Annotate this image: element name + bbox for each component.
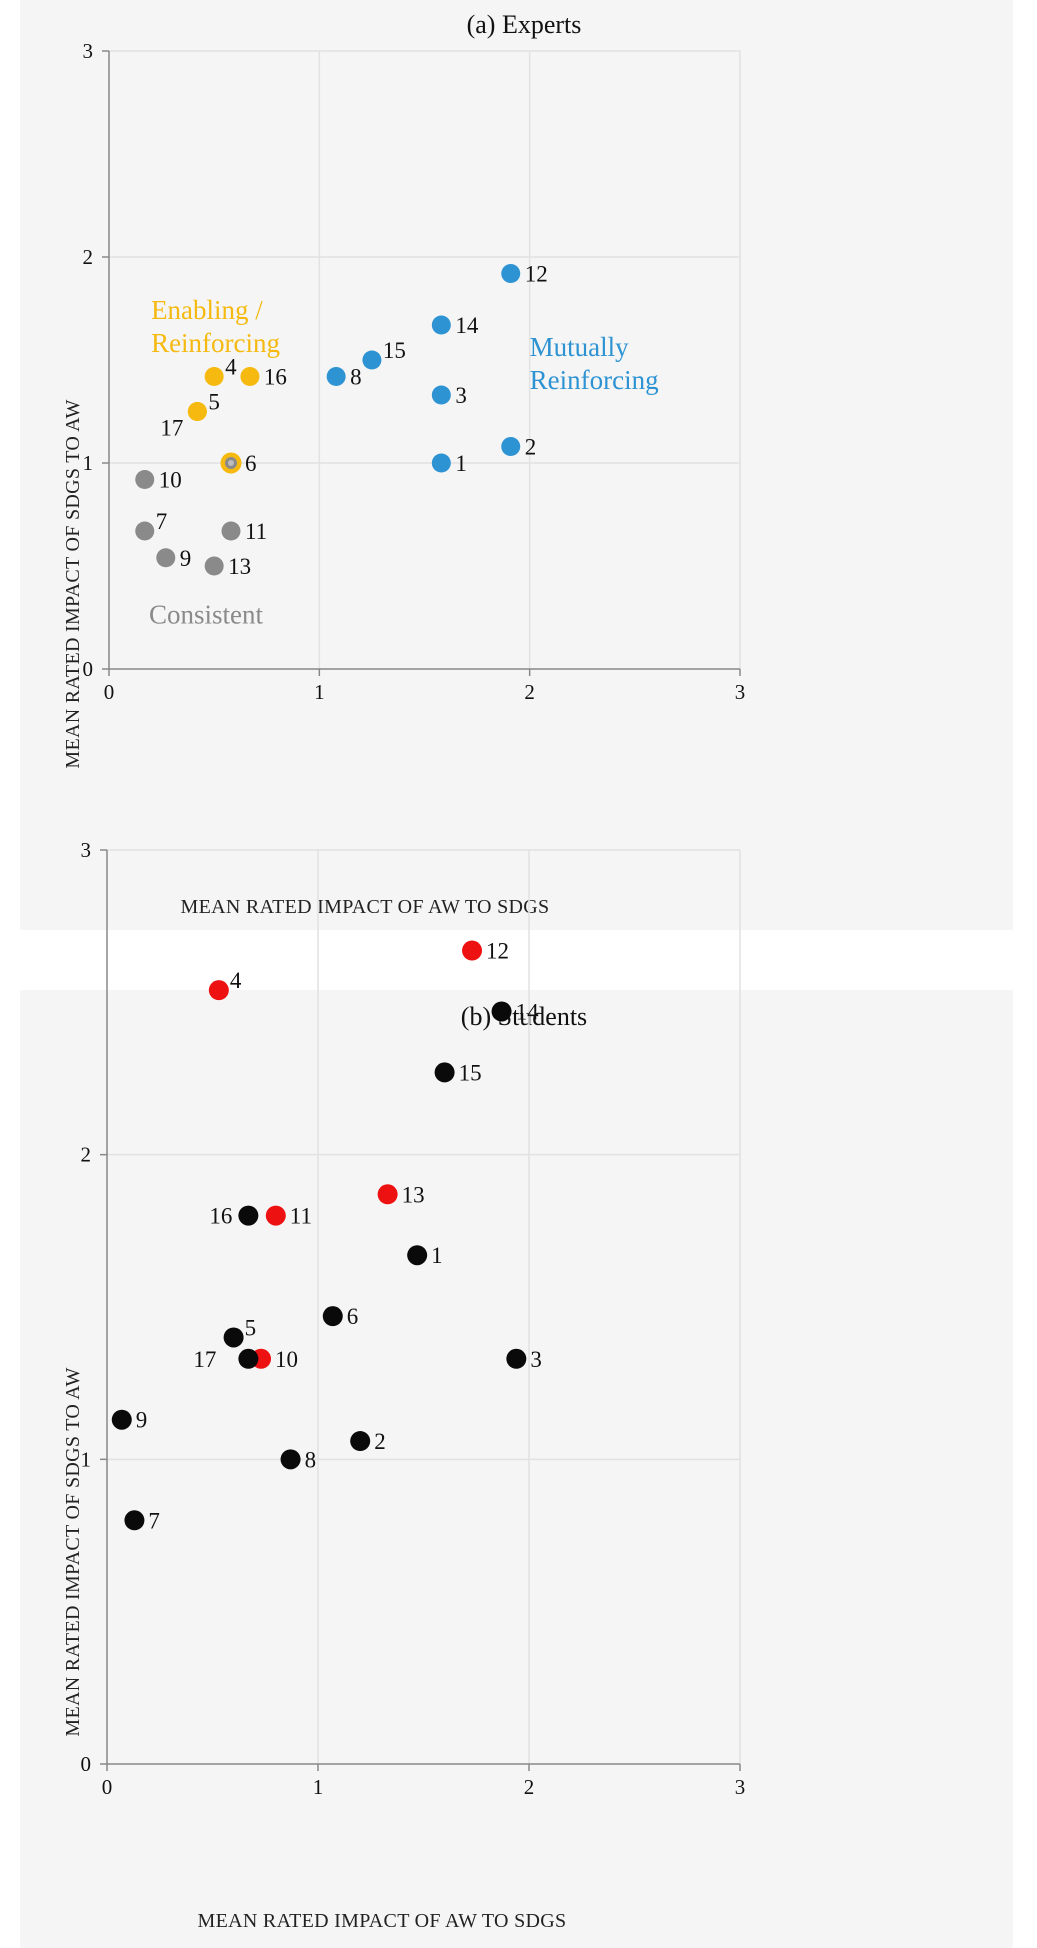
chart-a-region-label: Enabling / bbox=[151, 295, 263, 325]
chart-b-point-8 bbox=[280, 1449, 301, 1470]
chart-b-point-label: 6 bbox=[347, 1304, 359, 1329]
chart-b-point-4 bbox=[208, 980, 229, 1001]
experts-chart-panel bbox=[20, 0, 1013, 930]
chart-a-point-label: 12 bbox=[525, 261, 548, 286]
chart-b-point-1 bbox=[407, 1245, 428, 1266]
chart-a-point-label: 17 bbox=[160, 416, 183, 441]
chart-a-xtick-label: 3 bbox=[735, 680, 746, 704]
chart-a-point-label: 3 bbox=[455, 383, 467, 408]
chart-a-ylabel: MEAN RATED IMPACT OF SDGS TO AW bbox=[62, 399, 84, 768]
chart-a-point-label: 5 bbox=[208, 390, 220, 415]
chart-b-xlabel: MEAN RATED IMPACT OF AW TO SDGS bbox=[198, 1910, 567, 1932]
chart-a-point-15 bbox=[362, 350, 382, 370]
chart-a-point-label: 10 bbox=[159, 467, 182, 492]
chart-a-ytick-label: 0 bbox=[83, 657, 94, 681]
chart-b-point-12 bbox=[462, 940, 483, 961]
chart-a-point-8 bbox=[326, 366, 346, 386]
chart-b-point-label: 11 bbox=[290, 1204, 312, 1229]
chart-a-point-3 bbox=[431, 385, 451, 405]
chart-b-point-5 bbox=[223, 1327, 244, 1348]
chart-a-point-label: 7 bbox=[156, 509, 168, 534]
chart-b-xtick-label: 1 bbox=[313, 1775, 324, 1799]
chart-a-point-label: 14 bbox=[455, 313, 479, 338]
chart-a-point-label: 4 bbox=[225, 354, 237, 379]
chart-a-point-label: 6 bbox=[245, 451, 257, 476]
chart-a-title: (a) Experts bbox=[467, 10, 582, 39]
chart-a-xtick-label: 0 bbox=[104, 680, 115, 704]
chart-b-point-2 bbox=[350, 1431, 371, 1452]
chart-a-xtick-label: 2 bbox=[524, 680, 535, 704]
chart-a-point-14 bbox=[431, 315, 451, 335]
chart-a-point-17 bbox=[187, 402, 207, 421]
chart-b-point-label: 5 bbox=[245, 1315, 257, 1340]
chart-b-point-6 bbox=[322, 1306, 343, 1327]
chart-b-point-label: 16 bbox=[209, 1204, 232, 1229]
chart-a-ytick-label: 2 bbox=[83, 245, 94, 269]
chart-a-point-7 bbox=[135, 521, 155, 541]
chart-a-point-10 bbox=[135, 469, 155, 489]
chart-a-region-label: Reinforcing bbox=[530, 365, 659, 395]
chart-b-ytick-label: 1 bbox=[81, 1447, 92, 1471]
chart-a-point-13 bbox=[204, 556, 224, 576]
chart-b-point-label: 13 bbox=[402, 1182, 425, 1207]
chart-b-point-label: 8 bbox=[305, 1447, 317, 1472]
chart-a-point-label: 15 bbox=[383, 338, 406, 363]
chart-b-point-label: 7 bbox=[148, 1508, 160, 1533]
chart-b-point-label: 17 bbox=[193, 1347, 216, 1372]
chart-a-point-label: 9 bbox=[180, 546, 192, 571]
chart-b-xtick-label: 0 bbox=[102, 1775, 113, 1799]
chart-a-point-9 bbox=[156, 548, 176, 568]
chart-a-point-6-core bbox=[227, 460, 234, 466]
chart-a-point-11 bbox=[221, 521, 241, 541]
chart-b-point-label: 1 bbox=[431, 1243, 443, 1268]
chart-b-point-label: 2 bbox=[374, 1429, 386, 1454]
chart-a-ytick-label: 3 bbox=[83, 39, 94, 63]
chart-a-xlabel: MEAN RATED IMPACT OF AW TO SDGS bbox=[181, 896, 550, 918]
chart-a-region-label: Reinforcing bbox=[151, 328, 280, 358]
chart-b-ytick-label: 3 bbox=[81, 838, 92, 862]
chart-b-point-17 bbox=[238, 1348, 259, 1369]
students-chart-panel bbox=[20, 990, 1013, 1948]
chart-a-xtick-label: 1 bbox=[314, 680, 325, 704]
chart-a-ytick-label: 1 bbox=[83, 451, 94, 475]
chart-b-point-label: 14 bbox=[516, 999, 540, 1024]
chart-a-point-label: 16 bbox=[264, 364, 287, 389]
chart-a-region-label: Mutually bbox=[530, 332, 629, 362]
chart-b-xtick-label: 2 bbox=[524, 1775, 535, 1799]
chart-b-point-14 bbox=[491, 1001, 512, 1022]
chart-b-point-7 bbox=[124, 1510, 145, 1531]
chart-b-xtick-label: 3 bbox=[735, 1775, 746, 1799]
chart-a-point-2 bbox=[501, 437, 521, 457]
chart-b-point-3 bbox=[506, 1348, 527, 1369]
chart-b-ytick-label: 0 bbox=[81, 1752, 92, 1776]
chart-b-point-label: 15 bbox=[459, 1060, 482, 1085]
chart-b-point-16 bbox=[238, 1205, 259, 1226]
chart-a-point-12 bbox=[501, 263, 521, 283]
chart-b-point-label: 4 bbox=[230, 968, 242, 993]
chart-b-point-label: 12 bbox=[486, 939, 509, 964]
chart-a-point-label: 2 bbox=[525, 435, 537, 460]
chart-a-point-label: 8 bbox=[350, 364, 362, 389]
chart-b-ylabel: MEAN RATED IMPACT OF SDGS TO AW bbox=[62, 1367, 84, 1736]
chart-a-point-label: 1 bbox=[455, 451, 467, 476]
chart-a-point-16 bbox=[240, 366, 260, 386]
chart-b-point-15 bbox=[434, 1062, 455, 1083]
chart-b-title: (b) Students bbox=[461, 1002, 587, 1031]
chart-a-point-1 bbox=[431, 453, 451, 473]
chart-b-point-13 bbox=[377, 1184, 398, 1205]
chart-b-point-label: 10 bbox=[275, 1347, 298, 1372]
chart-b-ytick-label: 2 bbox=[81, 1143, 92, 1167]
chart-b-point-11 bbox=[265, 1205, 286, 1226]
chart-a-point-label: 13 bbox=[228, 554, 251, 579]
chart-b-point-9 bbox=[111, 1409, 132, 1430]
chart-b-point-label: 9 bbox=[136, 1408, 148, 1433]
chart-b-point-label: 3 bbox=[530, 1347, 542, 1372]
chart-a-point-label: 11 bbox=[245, 519, 267, 544]
chart-a-region-label: Consistent bbox=[149, 600, 264, 630]
chart-a-point-4 bbox=[204, 366, 224, 386]
